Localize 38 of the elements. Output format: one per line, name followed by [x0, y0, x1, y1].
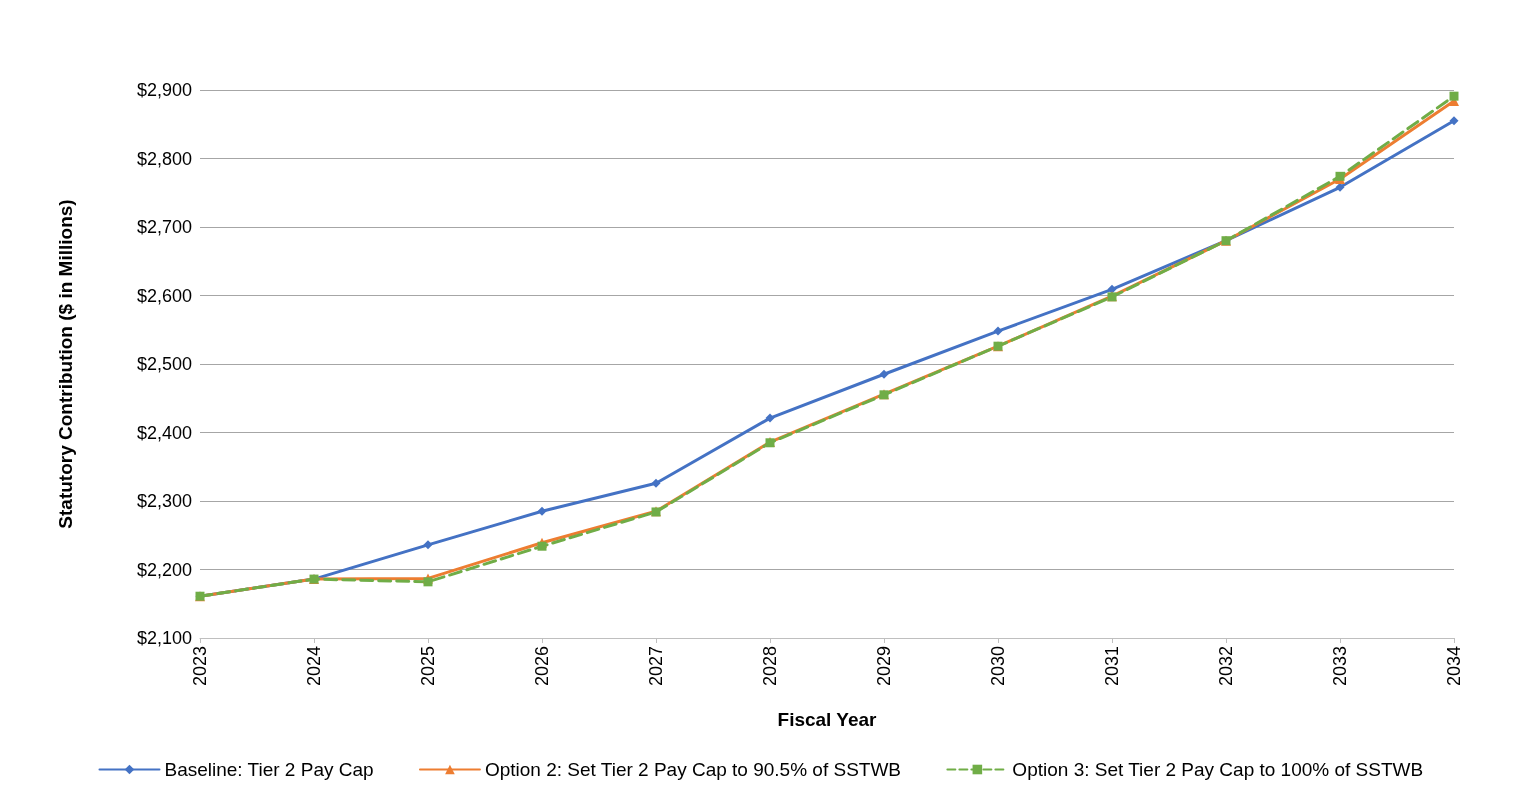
point [1107, 284, 1117, 294]
point [537, 541, 547, 551]
x-axis-title: Fiscal Year [777, 709, 878, 730]
point [1449, 91, 1459, 101]
y-tick-label: $2,100 [136, 628, 192, 648]
point [537, 506, 547, 516]
x-tick-label: 2031 [1102, 646, 1122, 687]
point [651, 478, 661, 488]
point [1449, 116, 1459, 126]
x-tick-label: 2029 [874, 646, 894, 687]
y-tick-label: $2,300 [136, 491, 192, 511]
point [765, 413, 775, 423]
x-tick-label: 2026 [532, 646, 552, 687]
y-tick-label: $2,700 [136, 217, 192, 237]
y-tick-label: $2,400 [136, 422, 192, 443]
y-tick-label: $2,500 [136, 354, 192, 374]
point [879, 369, 889, 379]
x-tick-label: 2033 [1330, 646, 1350, 687]
legend-label: Baseline: Tier 2 Pay Cap [164, 759, 374, 780]
x-tick-label: 2034 [1444, 646, 1464, 687]
x-tick-label: 2028 [760, 646, 780, 687]
y-axis-title: Statutory Contribution ($ in Millions) [55, 199, 76, 529]
y-tick-label: $2,800 [136, 148, 192, 169]
x-tick-label: 2025 [418, 646, 438, 687]
legend-label: Option 3: Set Tier 2 Pay Cap to 100% of SSTWB [1012, 759, 1424, 780]
y-tick-label: $2,900 [136, 80, 192, 100]
point [423, 540, 433, 550]
x-tick-label: 2030 [988, 646, 1008, 687]
x-tick-label: 2027 [646, 646, 666, 687]
point [993, 326, 1003, 336]
y-tick-label: $2,200 [136, 559, 192, 580]
point [423, 577, 433, 587]
y-tick-label: $2,600 [136, 285, 192, 306]
x-tick-label: 2024 [304, 646, 324, 687]
x-tick-label: 2023 [190, 646, 210, 687]
x-tick-label: 2032 [1216, 646, 1236, 687]
point [1335, 171, 1345, 181]
legend-label: Option 2: Set Tier 2 Pay Cap to 90.5% of SSTWB [484, 759, 902, 780]
